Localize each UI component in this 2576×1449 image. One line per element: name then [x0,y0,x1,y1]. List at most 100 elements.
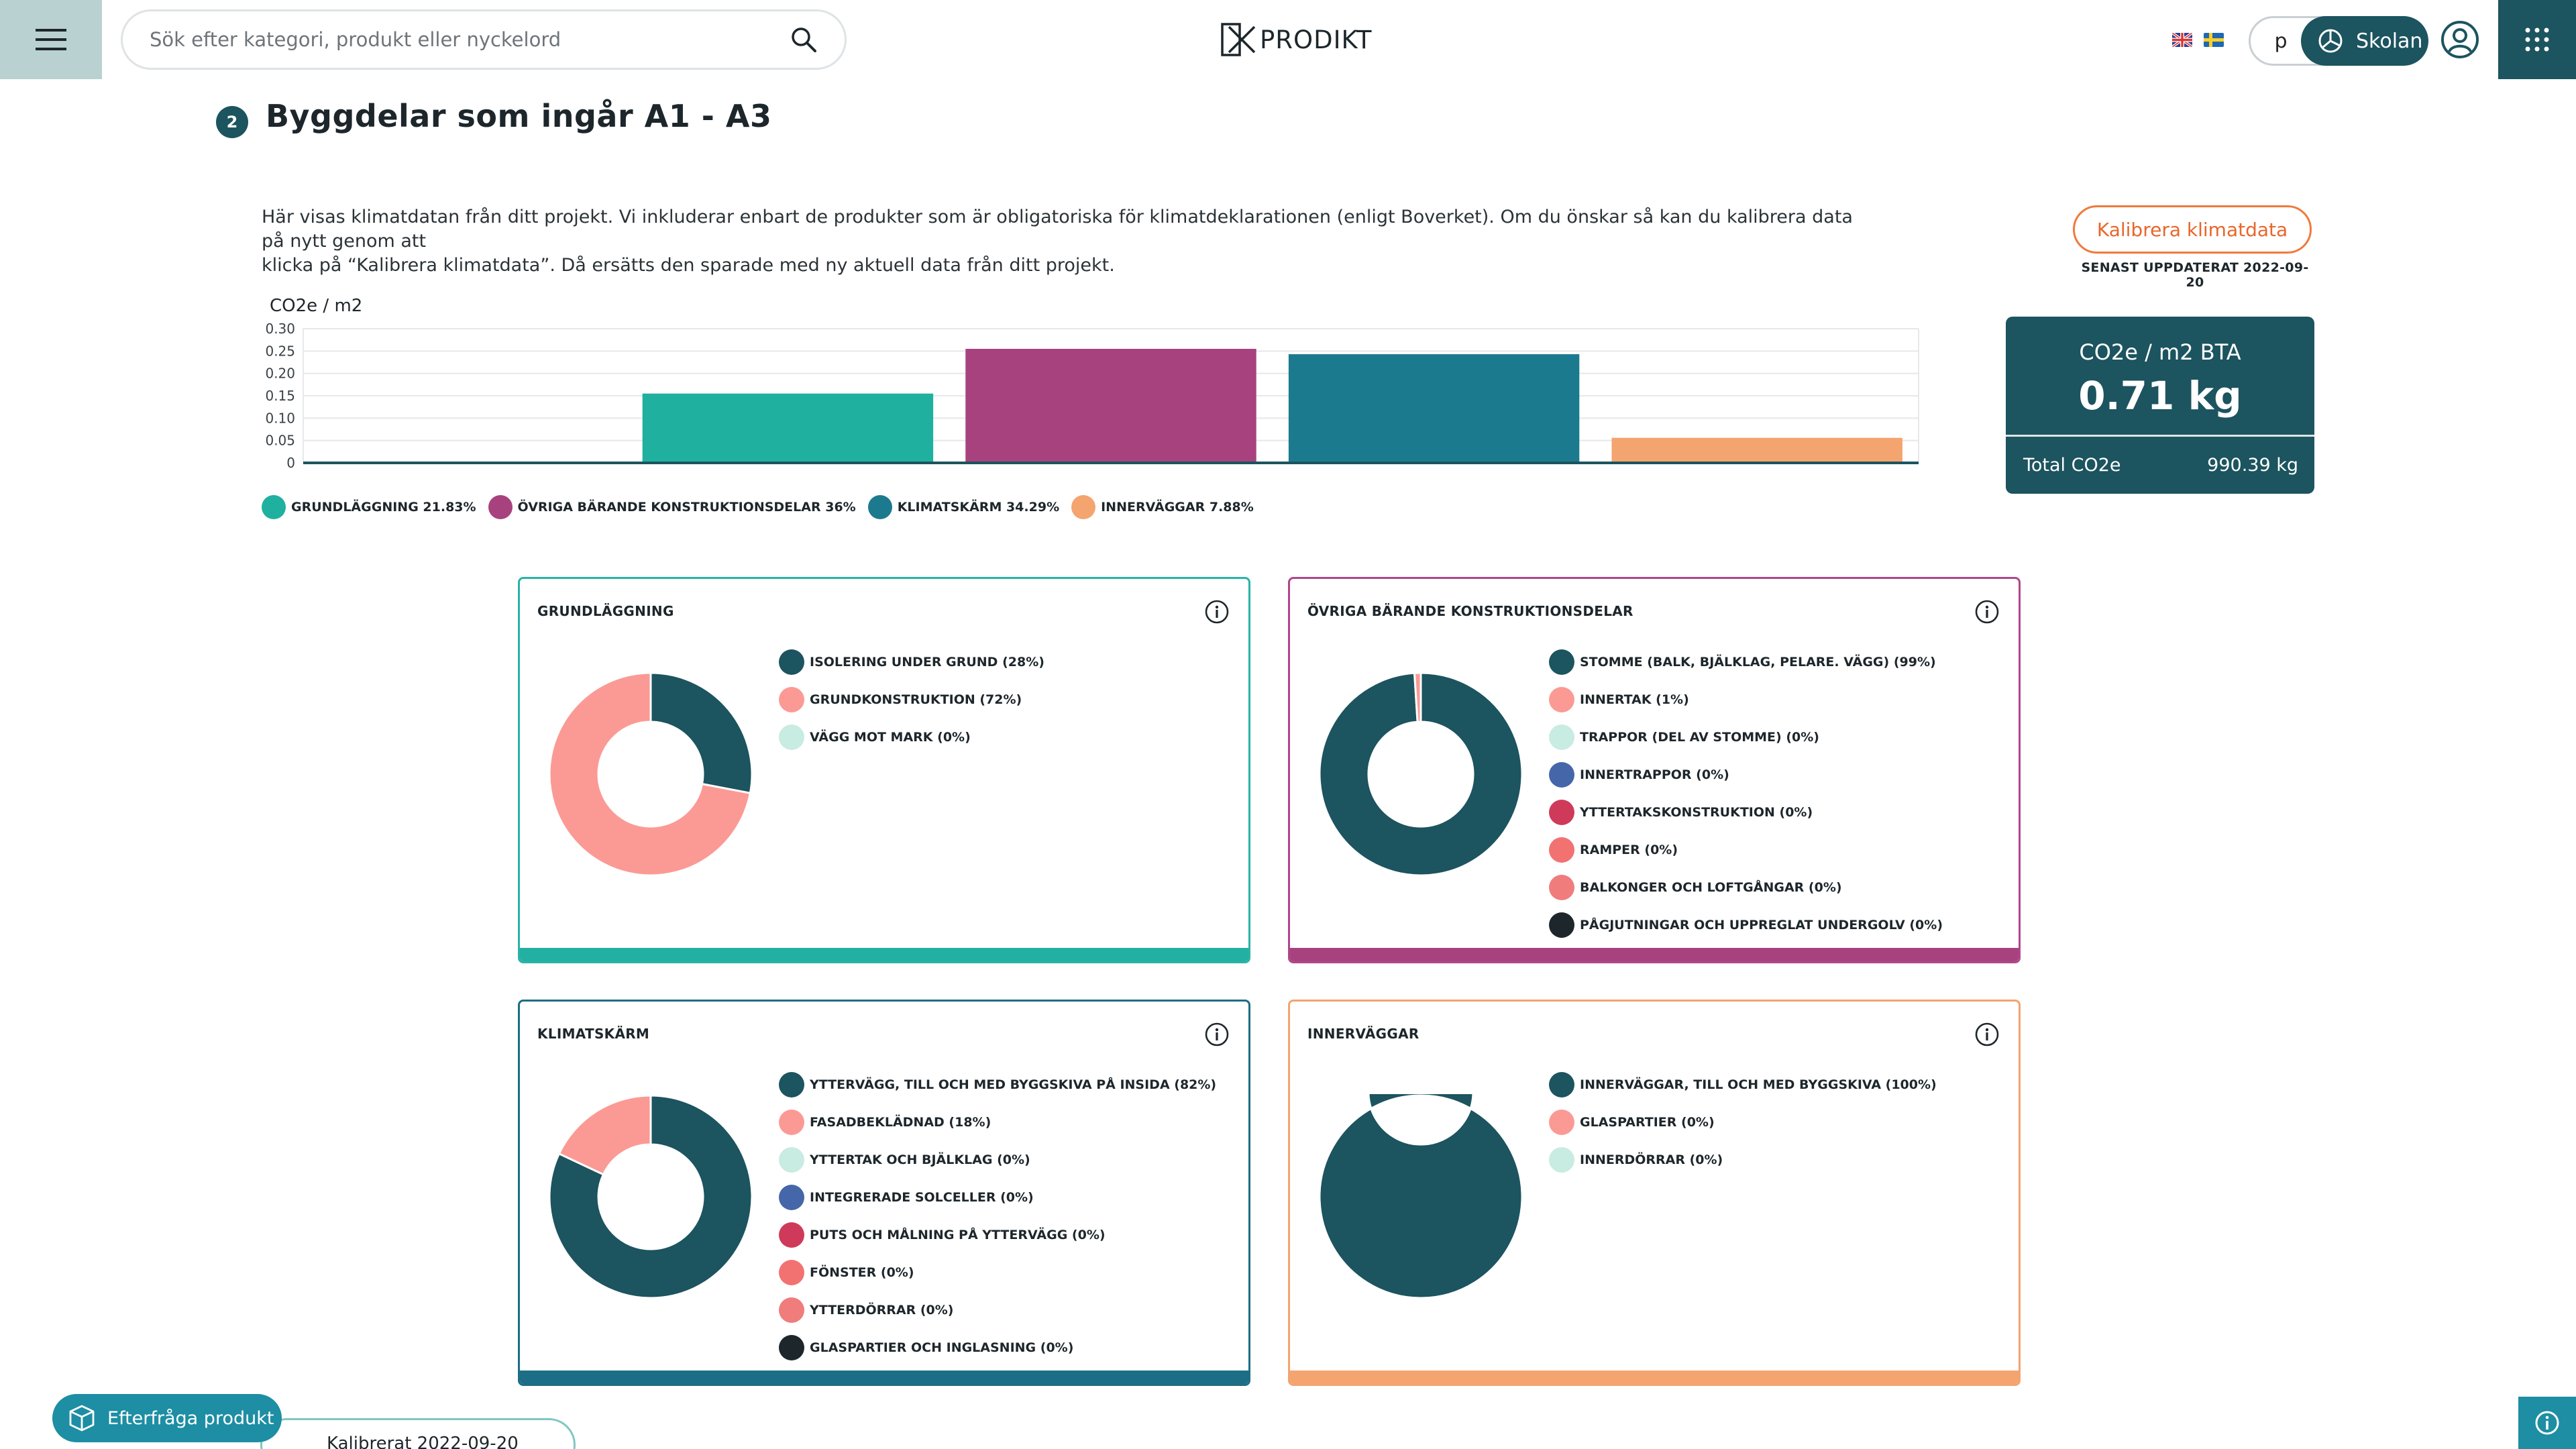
card-legend-dot [779,724,804,750]
card-legend-dot [1549,1072,1574,1097]
prodikt-logo-icon [1221,23,1256,56]
logo-text: PRODIKT [1260,25,1373,54]
card-legend-item[interactable]: BALKONGER OCH LOFTGÅNGAR (0%) [1549,869,1943,906]
logo[interactable]: PRODIKT [1220,20,1373,59]
pie-chart-icon [2318,29,2343,53]
legend-dot [262,495,286,519]
card-legend-item[interactable]: RAMPER (0%) [1549,831,1943,869]
card-legend-dot [1549,837,1574,863]
user-profile-icon[interactable] [2440,20,2479,59]
card-legend-label: YTTERTAK OCH BJÄLKLAG (0%) [810,1152,1030,1167]
card-legend-item[interactable]: PÅGJUTNINGAR OCH UPPREGLAT UNDERGOLV (0%… [1549,906,1943,944]
apps-menu-button[interactable] [2498,0,2576,79]
card-legend-label: INNERTRAPPOR (0%) [1580,767,1729,782]
card-legend-dot [779,1147,804,1173]
card-legend-item[interactable]: GLASPARTIER OCH INGLASNING (0%) [779,1329,1216,1366]
card-legend-dot [779,1072,804,1097]
request-product-button[interactable]: Efterfråga produkt [52,1394,282,1442]
card-legend-item[interactable]: FÖNSTER (0%) [779,1254,1216,1291]
donut-slice[interactable] [557,1094,652,1176]
menu-button[interactable] [0,0,102,79]
card-legend-dot [1549,1147,1574,1173]
card-legend-item[interactable]: STOMME (BALK, BJÄLKLAG, PELARE. VÄGG) (9… [1549,643,1943,681]
card-legend-item[interactable]: INNERTRAPPOR (0%) [1549,756,1943,794]
partial-calibrated-label: Kalibrerat 2022-09-20 [327,1434,519,1449]
info-icon[interactable] [1204,599,1230,625]
info-icon[interactable] [1974,1022,2000,1047]
account-switcher[interactable]: p Skolan [2249,16,2428,66]
donut-slice[interactable] [1318,672,1523,877]
legend-label: KLIMATSKÄRM 34.29% [897,500,1060,515]
card-legend-label: GLASPARTIER OCH INGLASNING (0%) [810,1340,1074,1355]
card-title: INNERVÄGGAR [1307,1026,1419,1042]
bar-4[interactable] [1611,437,1902,463]
card-legend-item[interactable]: INTEGRERADE SOLCELLER (0%) [779,1179,1216,1216]
card-legend-item[interactable]: FASADBEKLÄDNAD (18%) [779,1104,1216,1141]
card-legend-label: INTEGRERADE SOLCELLER (0%) [810,1190,1034,1205]
calibrate-climate-data-button[interactable]: Kalibrera klimatdata [2073,205,2312,254]
y-tick-label: 0.15 [265,388,295,404]
hamburger-icon [36,29,66,50]
card-legend-label: VÄGG MOT MARK (0%) [810,730,971,745]
card-legend-item[interactable]: VÄGG MOT MARK (0%) [779,718,1044,756]
card-bottom-bar [1290,1371,2019,1384]
school-button[interactable]: Skolan [2301,16,2428,66]
card-legend-label: INNERTAK (1%) [1580,692,1689,707]
card-title: KLIMATSKÄRM [537,1026,650,1042]
english-flag-icon[interactable] [2172,33,2192,47]
card-legend-dot [779,1297,804,1323]
card-legend-item[interactable]: ISOLERING UNDER GRUND (28%) [779,643,1044,681]
account-initial: p [2274,29,2288,53]
donut-slice[interactable] [1413,672,1422,723]
search-icon[interactable] [790,25,818,54]
card-legend-label: INNERDÖRRAR (0%) [1580,1152,1723,1167]
donut-slice[interactable] [1318,1094,1523,1299]
donut-chart [548,1094,753,1299]
card-legend-item[interactable]: YTTERTAKSKONSTRUKTION (0%) [1549,794,1943,831]
info-icon[interactable] [1974,599,2000,625]
summary-unit-label: CO2e / m2 BTA [2079,339,2241,365]
card-legend-item[interactable]: YTTERVÄGG, TILL OCH MED BYGGSKIVA PÅ INS… [779,1066,1216,1104]
card-legend-dot [1549,912,1574,938]
co2-bar-chart: CO2e / m2 0.30 0.25 0.20 0.15 0.10 0.05 0 [255,288,1932,476]
partial-calibrated-pill[interactable]: Kalibrerat 2022-09-20 [260,1418,576,1449]
donut-slice[interactable] [649,672,753,795]
card-legend-item[interactable]: YTTERDÖRRAR (0%) [779,1291,1216,1329]
card-legend-dot [779,1110,804,1135]
legend-item[interactable]: KLIMATSKÄRM 34.29% [867,495,1060,519]
swedish-flag-icon[interactable] [2204,33,2224,47]
donut-slice[interactable] [548,1094,753,1299]
card-legend-dot [779,649,804,675]
legend-item[interactable]: ÖVRIGA BÄRANDE KONSTRUKTIONSDELAR 36% [488,495,856,519]
card-legend-item[interactable]: INNERVÄGGAR, TILL OCH MED BYGGSKIVA (100… [1549,1066,1937,1104]
search-bar [121,9,847,70]
card-legend-label: BALKONGER OCH LOFTGÅNGAR (0%) [1580,880,1842,895]
y-tick-label: 0.10 [265,410,295,426]
card-legend-item[interactable]: GRUNDKONSTRUKTION (72%) [779,681,1044,718]
card-legend-item[interactable]: PUTS OCH MÅLNING PÅ YTTERVÄGG (0%) [779,1216,1216,1254]
search-input[interactable] [150,28,790,51]
bar-2[interactable] [965,349,1256,463]
card-legend-label: INNERVÄGGAR, TILL OCH MED BYGGSKIVA (100… [1580,1077,1937,1092]
bar-1[interactable] [642,393,934,463]
card-legend-item[interactable]: YTTERTAK OCH BJÄLKLAG (0%) [779,1141,1216,1179]
legend-item[interactable]: GRUNDLÄGGNING 21.83% [262,495,476,519]
bar-3[interactable] [1288,354,1580,463]
card-legend-dot [1549,1110,1574,1135]
co2-summary-card: CO2e / m2 BTA 0.71 kg Total CO2e 990.39 … [2006,317,2314,494]
donut-slice[interactable] [548,672,752,877]
card-legend-item[interactable]: INNERDÖRRAR (0%) [1549,1141,1937,1179]
card-legend-item[interactable]: TRAPPOR (DEL AV STOMME) (0%) [1549,718,1943,756]
card-legend-label: GRUNDKONSTRUKTION (72%) [810,692,1022,707]
donut-chart [1318,672,1523,877]
help-button[interactable] [2518,1397,2576,1449]
info-icon[interactable] [1204,1022,1230,1047]
card-legend-item[interactable]: INNERTAK (1%) [1549,681,1943,718]
y-axis-label: CO2e / m2 [270,296,362,316]
box-icon [69,1405,95,1432]
card-legend-item[interactable]: GLASPARTIER (0%) [1549,1104,1937,1141]
card-legend-dot [779,1185,804,1210]
legend-item[interactable]: INNERVÄGGAR 7.88% [1071,495,1254,519]
card-legend-label: YTTERTAKSKONSTRUKTION (0%) [1580,805,1813,820]
section-title: Byggdelar som ingår A1 - A3 [266,98,772,134]
